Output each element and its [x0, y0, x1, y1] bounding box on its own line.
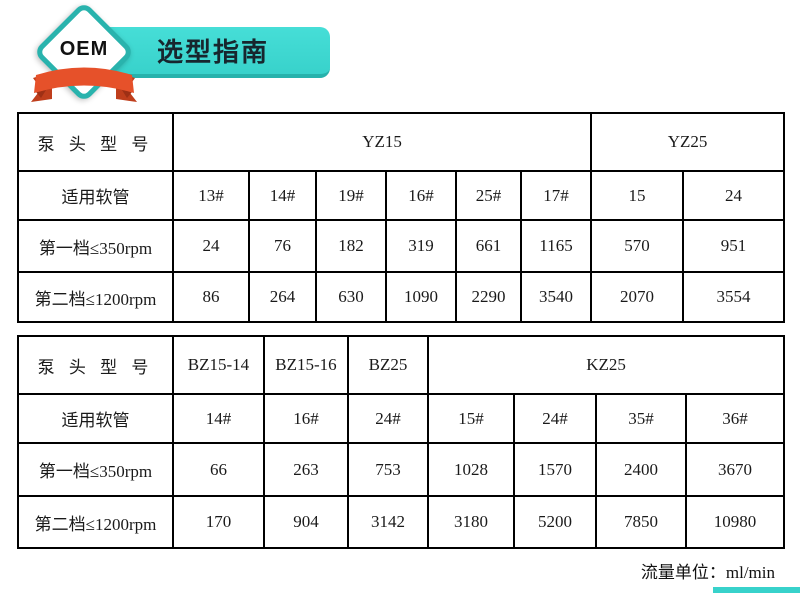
next-section-banner-edge	[713, 587, 800, 593]
flow-value-cell: 263	[263, 442, 349, 497]
flow-value-cell: 5200	[513, 495, 597, 549]
pump-model-cell: KZ25	[426, 335, 786, 395]
pump-table-yz: 泵 头 型 号 YZ15 YZ25 适用软管 13# 14# 19# 16# 25# 17# 15 2…	[17, 112, 786, 323]
flow-value-cell: 1165	[519, 219, 593, 273]
hose-size-cell: 24	[682, 170, 786, 221]
flow-value-cell: 3142	[347, 495, 429, 549]
row-label-cell: 第一档≤350rpm	[17, 442, 174, 497]
flow-value-cell: 170	[172, 495, 265, 549]
flow-value-cell: 7850	[595, 495, 687, 549]
row-label-cell: 适用软管	[17, 393, 174, 444]
hose-size-cell: 24#	[513, 393, 597, 444]
row-label-cell: 第二档≤1200rpm	[17, 495, 174, 549]
table-row: 适用软管 14# 16# 24# 15# 24# 35# 36#	[17, 393, 786, 444]
hose-size-cell: 16#	[263, 393, 349, 444]
hose-size-cell: 14#	[248, 170, 317, 221]
hose-size-cell: 24#	[347, 393, 429, 444]
flow-value-cell: 2070	[590, 271, 685, 323]
row-label-cell: 适用软管	[17, 170, 174, 221]
flow-value-cell: 661	[455, 219, 522, 273]
flow-value-cell: 1090	[385, 271, 457, 323]
flow-value-cell: 86	[172, 271, 250, 323]
flow-value-cell: 904	[263, 495, 349, 549]
flow-value-cell: 630	[315, 271, 387, 323]
hose-size-cell: 14#	[172, 393, 265, 444]
flow-value-cell: 3540	[519, 271, 593, 323]
hose-size-cell: 19#	[315, 170, 387, 221]
row-label-cell: 泵 头 型 号	[17, 335, 174, 395]
pump-model-cell: BZ25	[347, 335, 429, 395]
pump-table-bz-kz: 泵 头 型 号 BZ15-14 BZ15-16 BZ25 KZ25 适用软管 14# 16# 2…	[17, 335, 786, 549]
row-label-cell: 第二档≤1200rpm	[17, 271, 174, 323]
hose-size-cell: 35#	[595, 393, 687, 444]
row-label-cell: 泵 头 型 号	[17, 112, 174, 172]
flow-value-cell: 319	[385, 219, 457, 273]
flow-value-cell: 182	[315, 219, 387, 273]
flow-value-cell: 3554	[682, 271, 786, 323]
flow-value-cell: 10980	[684, 495, 786, 549]
hose-size-cell: 36#	[684, 393, 786, 444]
flow-value-cell: 3180	[427, 495, 515, 549]
flow-value-cell: 1028	[427, 442, 515, 497]
pump-model-cell: YZ25	[590, 112, 786, 172]
flow-value-cell: 76	[248, 219, 317, 273]
hose-size-cell: 15#	[427, 393, 515, 444]
flow-value-cell: 1570	[513, 442, 597, 497]
flow-value-cell: 24	[172, 219, 250, 273]
hose-size-cell: 15	[590, 170, 685, 221]
pump-model-cell: BZ15-14	[172, 335, 265, 395]
flow-value-cell: 264	[248, 271, 317, 323]
flow-value-cell: 2400	[595, 442, 687, 497]
flow-value-cell: 66	[172, 442, 265, 497]
flow-value-cell: 753	[347, 442, 429, 497]
section-title: 选型指南	[156, 37, 269, 67]
oem-badge-label: OEM	[59, 38, 109, 60]
hose-size-cell: 17#	[519, 170, 593, 221]
table-row: 泵 头 型 号 YZ15 YZ25	[17, 112, 786, 172]
ribbon-icon	[31, 67, 137, 102]
flow-value-cell: 570	[590, 219, 685, 273]
table-row: 第二档≤1200rpm 86 264 630 1090 2290 3540 2070 3554	[17, 271, 786, 323]
flow-value-cell: 3670	[684, 442, 786, 497]
hose-size-cell: 13#	[172, 170, 250, 221]
table-row: 第一档≤350rpm 24 76 182 319 661 1165 570 951	[17, 219, 786, 273]
flow-value-cell: 951	[682, 219, 786, 273]
hose-size-cell: 25#	[455, 170, 522, 221]
table-row: 适用软管 13# 14# 19# 16# 25# 17# 15 24	[17, 170, 786, 221]
flow-value-cell: 2290	[455, 271, 522, 323]
row-label-cell: 第一档≤350rpm	[17, 219, 174, 273]
hose-size-cell: 16#	[385, 170, 457, 221]
pump-model-cell: YZ15	[171, 112, 593, 172]
table-row: 第二档≤1200rpm 170 904 3142 3180 5200 7850 10980	[17, 495, 786, 549]
pump-model-cell: BZ15-16	[263, 335, 349, 395]
section-banner: 选型指南	[96, 27, 330, 78]
flow-unit-note: 流量单位：ml/min	[640, 563, 775, 582]
table-row: 泵 头 型 号 BZ15-14 BZ15-16 BZ25 KZ25	[17, 335, 786, 395]
table-row: 第一档≤350rpm 66 263 753 1028 1570 2400 3670	[17, 442, 786, 497]
